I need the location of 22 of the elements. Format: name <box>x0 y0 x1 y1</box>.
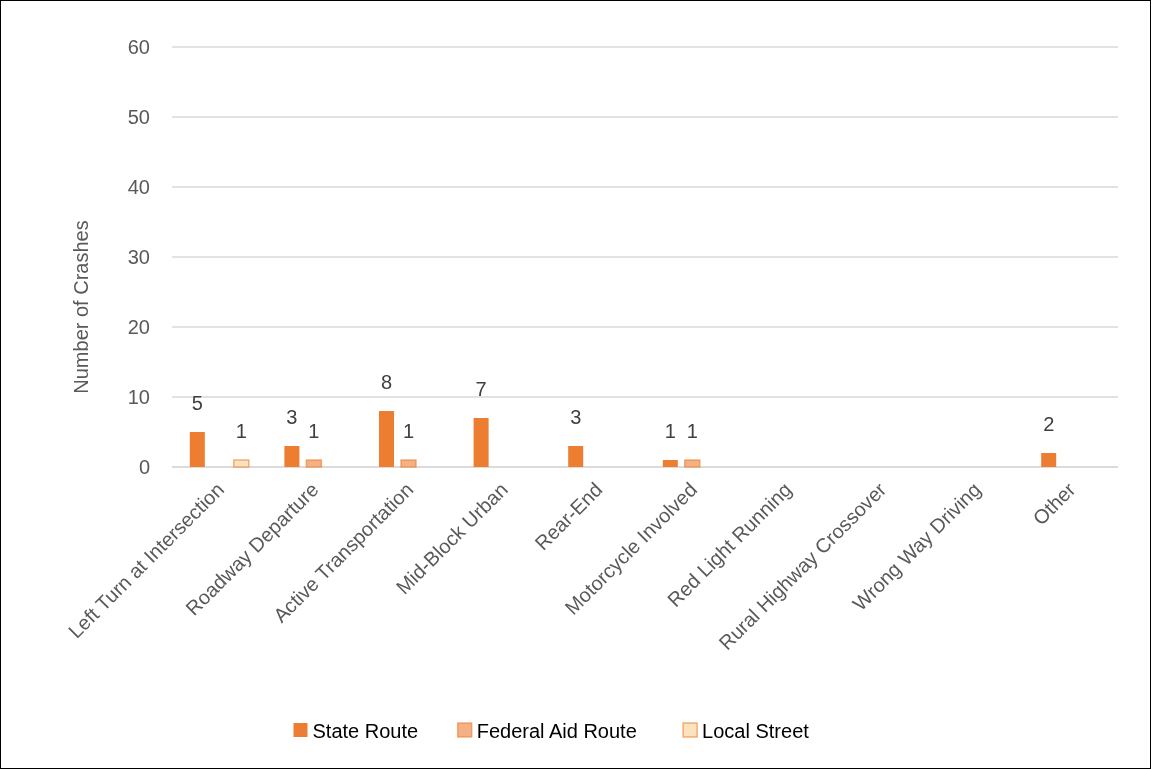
data-label: 3 <box>570 406 582 428</box>
data-label: 3 <box>286 406 298 428</box>
y-tick-label: 50 <box>127 106 150 128</box>
data-label: 7 <box>475 378 487 400</box>
y-tick-label: 10 <box>127 386 150 408</box>
data-label: 5 <box>191 392 203 414</box>
legend-label: Federal Aid Route <box>476 720 637 742</box>
data-label: 8 <box>380 371 393 393</box>
y-tick-label: 0 <box>138 456 150 478</box>
y-tick-label: 60 <box>127 36 150 58</box>
y-tick-label: 20 <box>127 316 150 338</box>
data-label: 2 <box>1043 413 1055 435</box>
y-tick-label: 30 <box>127 246 150 268</box>
y-axis-title: Number of Crashes <box>70 220 92 394</box>
data-label: 1 <box>664 420 676 442</box>
data-label: 1 <box>235 420 247 442</box>
y-tick-label: 40 <box>127 176 150 198</box>
data-label: 1 <box>308 420 320 442</box>
data-label: 1 <box>686 420 698 442</box>
legend-label: Local Street <box>702 720 810 742</box>
data-label: 1 <box>402 420 415 442</box>
legend-label: State Route <box>312 720 419 742</box>
